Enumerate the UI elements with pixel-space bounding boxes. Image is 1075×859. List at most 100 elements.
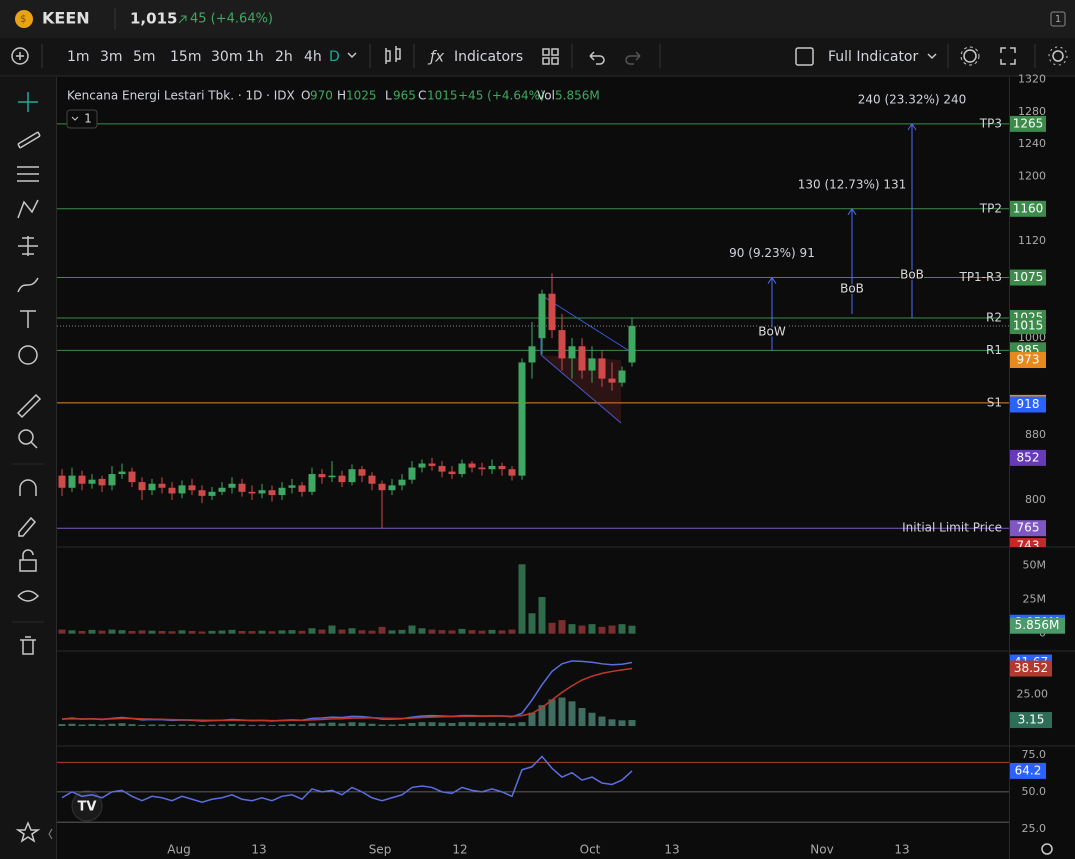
macd-histogram (288, 724, 296, 727)
candle-body (328, 475, 336, 478)
interval[interactable]: 4h (304, 49, 322, 65)
fx-icon[interactable]: ƒx (427, 48, 444, 66)
macd-histogram (68, 723, 76, 727)
pattern-tool[interactable] (17, 199, 39, 219)
sun-rays (1048, 46, 1068, 66)
chevron[interactable] (927, 53, 937, 60)
candle-body (138, 482, 146, 491)
macd-histogram (138, 724, 146, 727)
volume-bar (598, 626, 606, 634)
price-badge-value: 743 (1017, 539, 1040, 553)
volume-bar (568, 624, 576, 634)
settings[interactable] (963, 49, 977, 63)
trendline-tool[interactable] (17, 131, 41, 149)
ruler-tool[interactable] (16, 393, 42, 419)
candle-body (518, 362, 526, 476)
arrow-head (907, 122, 917, 131)
macd-histogram (558, 697, 566, 727)
layouts[interactable] (542, 48, 559, 65)
gear-teeth (960, 46, 980, 66)
price-change: 45 (+4.64%) (190, 12, 273, 27)
level-label: S1 (987, 395, 1002, 409)
macd-badge (1010, 660, 1052, 677)
cursor-tool[interactable] (18, 92, 38, 112)
macd-histogram (168, 724, 176, 727)
interval[interactable]: 1h (246, 49, 264, 65)
macd-histogram (568, 701, 576, 727)
fib-tool[interactable] (17, 166, 39, 182)
interval[interactable]: D (329, 49, 340, 65)
axis-settings[interactable] (1041, 843, 1053, 855)
checkbox[interactable] (795, 47, 814, 66)
last-price: 1,015 (130, 10, 177, 28)
y-tick-label: 1000 (1018, 331, 1046, 344)
stay-drawing[interactable] (18, 516, 37, 537)
candle-body (478, 467, 486, 470)
add-symbol[interactable] (11, 47, 29, 65)
interval[interactable]: 2h (275, 49, 293, 65)
pane-toggle[interactable] (66, 109, 98, 129)
volume-bar (368, 630, 376, 634)
instrument-name: Kencana Energi Lestari Tbk. · 1D · IDX (67, 89, 295, 103)
macd-histogram (318, 723, 326, 727)
y-tick-label: 800 (1025, 493, 1046, 506)
undo[interactable] (589, 51, 605, 65)
redo[interactable] (625, 51, 641, 65)
macd-histogram (298, 724, 306, 727)
volume-bar (328, 625, 336, 634)
candle-body (428, 463, 436, 466)
template-button[interactable]: Full Indicator (828, 49, 918, 65)
candle-body (128, 471, 136, 483)
volume-bar (398, 629, 406, 634)
x-tick-label: Aug (167, 843, 190, 857)
chevron[interactable] (347, 52, 357, 59)
tv-logo-glyph: TV (78, 800, 97, 815)
favorites[interactable] (15, 821, 41, 843)
candle-body (358, 469, 366, 476)
symbol[interactable]: KEEN (42, 9, 90, 28)
volume-bar (58, 629, 66, 634)
macd-histogram (128, 724, 136, 727)
interval[interactable]: 3m (100, 49, 123, 65)
macd-histogram (248, 724, 256, 727)
brush-tool[interactable] (17, 277, 39, 293)
badge-box[interactable] (1050, 11, 1066, 27)
volume-bar (508, 629, 516, 634)
x-tick-label: 13 (894, 843, 909, 857)
volume-bar (208, 630, 216, 634)
macd-histogram (358, 722, 366, 727)
lock-tool[interactable] (19, 559, 37, 572)
legend-label: C (418, 89, 426, 103)
collapse[interactable] (48, 828, 53, 840)
theme[interactable] (1052, 50, 1064, 62)
macd-histogram (588, 712, 596, 727)
indicators-button[interactable]: Indicators (454, 49, 523, 65)
legend-label: H (337, 89, 346, 103)
magnet-tool[interactable] (19, 479, 37, 496)
x-tick-label: Sep (369, 843, 392, 857)
volume-bar (118, 630, 126, 634)
fullscreen[interactable] (1000, 47, 1016, 65)
candle-body (418, 463, 426, 468)
chart-type[interactable] (385, 46, 401, 64)
hide-tool[interactable] (17, 590, 40, 602)
y-tick-label: 75.0 (1022, 748, 1047, 761)
emoji-tool[interactable] (18, 345, 38, 365)
x-tick-label: 12 (452, 843, 467, 857)
candle-body (628, 326, 636, 363)
price-pane (57, 122, 1009, 529)
logo (15, 10, 33, 28)
volume-bar (298, 630, 306, 634)
price-badge (1010, 449, 1046, 466)
interval[interactable]: 1m (67, 49, 90, 65)
projection-tool[interactable] (18, 236, 38, 256)
interval[interactable]: 5m (133, 49, 156, 65)
interval[interactable]: 15m (170, 49, 201, 65)
text-tool[interactable] (20, 310, 36, 328)
interval[interactable]: 30m (211, 49, 242, 65)
remove-tool[interactable] (20, 636, 36, 655)
tv-logo[interactable] (71, 790, 103, 822)
y-tick-label: 50M (1023, 559, 1047, 572)
zoom-tool[interactable] (18, 429, 34, 445)
legend-label: L (385, 89, 392, 103)
